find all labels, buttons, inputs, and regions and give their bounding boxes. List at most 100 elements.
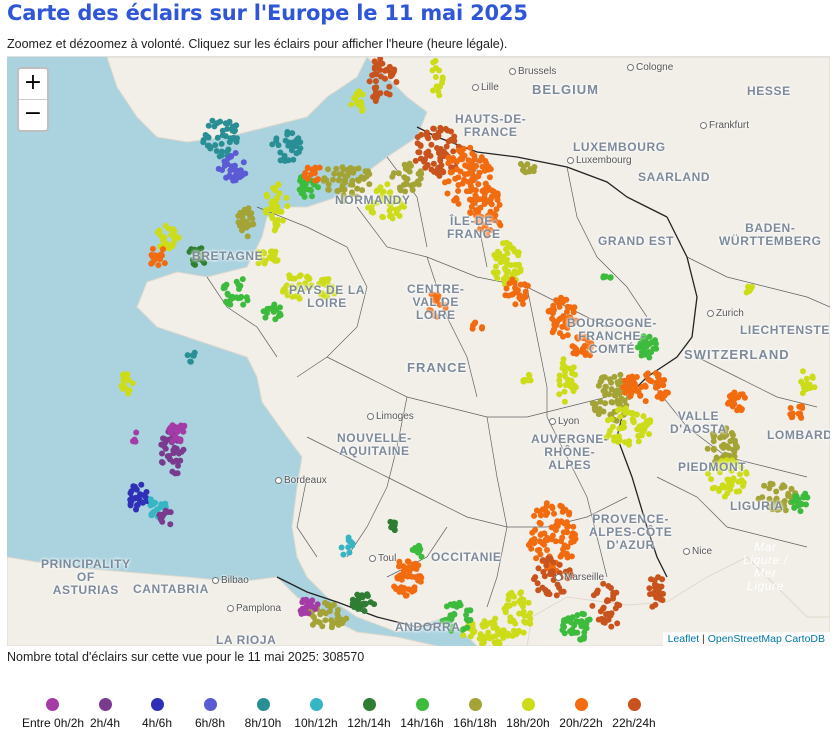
lightning-strike-dot[interactable] — [510, 245, 517, 252]
lightning-strike-dot[interactable] — [442, 305, 449, 312]
lightning-strike-dot[interactable] — [354, 193, 360, 200]
lightning-strike-dot[interactable] — [788, 485, 795, 492]
lightning-strike-dot[interactable] — [149, 245, 156, 252]
lightning-strike-dot[interactable] — [223, 159, 230, 166]
lightning-strike-dot[interactable] — [229, 127, 236, 134]
lightning-strike-dot[interactable] — [120, 376, 127, 383]
lightning-strike-dot[interactable] — [418, 553, 425, 560]
lightning-strike-dot[interactable] — [388, 524, 395, 531]
lightning-strike-dot[interactable] — [455, 200, 462, 207]
lightning-strike-dot[interactable] — [781, 483, 788, 490]
lightning-strike-dot[interactable] — [239, 276, 246, 283]
lightning-strike-dot[interactable] — [404, 573, 411, 580]
lightning-strike-dot[interactable] — [448, 128, 454, 135]
lightning-strike-dot[interactable] — [303, 186, 310, 193]
lightning-strike-dot[interactable] — [710, 445, 717, 452]
lightning-strike-dot[interactable] — [563, 296, 570, 303]
lightning-strike-dot[interactable] — [467, 633, 474, 640]
lightning-strike-dot[interactable] — [437, 127, 444, 134]
lightning-strike-dot[interactable] — [151, 256, 158, 263]
lightning-strike-dot[interactable] — [384, 181, 391, 188]
lightning-strike-dot[interactable] — [726, 452, 733, 459]
lightning-strike-dot[interactable] — [166, 455, 173, 462]
lightning-strike-dot[interactable] — [202, 132, 209, 138]
lightning-strike-dot[interactable] — [732, 441, 739, 448]
lightning-strike-dot[interactable] — [341, 177, 348, 184]
lightning-strike-dot[interactable] — [766, 485, 773, 492]
lightning-strike-dot[interactable] — [272, 187, 278, 194]
lightning-strike-dot[interactable] — [494, 248, 501, 255]
lightning-strike-dot[interactable] — [240, 159, 247, 166]
lightning-strike-dot[interactable] — [270, 255, 277, 262]
lightning-strike-dot[interactable] — [475, 173, 482, 180]
lightning-strike-dot[interactable] — [442, 125, 449, 132]
lightning-strike-dot[interactable] — [509, 632, 516, 639]
lightning-strike-dot[interactable] — [401, 585, 407, 592]
lightning-strike-dot[interactable] — [451, 610, 458, 617]
lightning-strike-dot[interactable] — [723, 432, 730, 439]
lightning-strike-dot[interactable] — [304, 175, 311, 182]
lightning-strike-dot[interactable] — [568, 619, 574, 626]
lightning-strike-dot[interactable] — [322, 617, 329, 624]
lightning-strike-dot[interactable] — [573, 618, 580, 625]
lightning-strike-dot[interactable] — [456, 599, 463, 606]
lightning-strike-dot[interactable] — [430, 87, 436, 94]
lightning-strike-dot[interactable] — [635, 432, 642, 439]
lightning-strike-dot[interactable] — [348, 101, 355, 108]
lightning-strike-dot[interactable] — [536, 519, 543, 526]
lightning-strike-dot[interactable] — [156, 511, 163, 518]
lightning-strike-dot[interactable] — [148, 260, 155, 267]
lightning-strike-dot[interactable] — [482, 222, 489, 229]
lightning-strike-dot[interactable] — [327, 287, 334, 294]
lightning-strike-dot[interactable] — [570, 523, 577, 530]
lightning-strike-dot[interactable] — [416, 149, 423, 156]
lightning-strike-dot[interactable] — [460, 145, 467, 152]
lightning-strike-dot[interactable] — [556, 377, 563, 384]
lightning-strike-dot[interactable] — [479, 640, 485, 646]
lightning-strike-dot[interactable] — [125, 377, 132, 383]
lightning-strike-dot[interactable] — [806, 381, 813, 388]
lightning-strike-dot[interactable] — [438, 162, 445, 169]
lightning-strike-dot[interactable] — [401, 203, 407, 210]
lightning-strike-dot[interactable] — [152, 499, 158, 506]
lightning-strike-dot[interactable] — [423, 131, 430, 138]
lightning-strike-dot[interactable] — [277, 312, 284, 319]
lightning-strike-dot[interactable] — [175, 435, 182, 442]
lightning-strike-dot[interactable] — [614, 601, 621, 608]
lightning-strike-dot[interactable] — [224, 148, 231, 154]
lightning-strike-dot[interactable] — [483, 622, 489, 629]
lightning-strike-dot[interactable] — [610, 589, 617, 596]
lightning-strike-dot[interactable] — [277, 149, 284, 156]
lightning-strike-dot[interactable] — [159, 450, 165, 457]
lightning-strike-dot[interactable] — [494, 197, 501, 203]
lightning-strike-dot[interactable] — [198, 245, 205, 252]
lightning-strike-dot[interactable] — [521, 168, 528, 175]
lightning-strike-dot[interactable] — [309, 597, 316, 604]
lightning-strike-dot[interactable] — [761, 482, 768, 489]
lightning-strike-dot[interactable] — [640, 333, 647, 340]
lightning-strike-dot[interactable] — [443, 603, 450, 610]
lightning-strike-dot[interactable] — [430, 160, 437, 167]
lightning-strike-dot[interactable] — [710, 438, 717, 445]
lightning-strike-dot[interactable] — [650, 345, 657, 352]
lightning-strike-dot[interactable] — [222, 133, 229, 140]
lightning-strike-dot[interactable] — [288, 147, 295, 154]
lightning-strike-dot[interactable] — [240, 301, 247, 308]
lightning-strike-dot[interactable] — [536, 546, 543, 553]
lightning-strike-dot[interactable] — [267, 248, 274, 255]
lightning-strike-dot[interactable] — [540, 557, 547, 564]
lightning-strike-dot[interactable] — [603, 273, 609, 280]
lightning-strike-dot[interactable] — [592, 407, 599, 414]
lightning-strike-dot[interactable] — [496, 201, 503, 208]
lightning-strike-dot[interactable] — [647, 417, 654, 424]
lightning-strike-dot[interactable] — [290, 139, 297, 146]
lightning-strike-dot[interactable] — [614, 620, 621, 627]
lightning-strike-dot[interactable] — [170, 233, 177, 240]
lightning-strike-dot[interactable] — [551, 510, 557, 517]
lightning-strike-dot[interactable] — [587, 344, 594, 351]
lightning-strike-dot[interactable] — [299, 599, 306, 606]
lightning-strike-dot[interactable] — [614, 379, 621, 386]
lightning-strike-dot[interactable] — [225, 291, 231, 298]
lightning-strike-dot[interactable] — [586, 616, 593, 623]
lightning-strike-dot[interactable] — [433, 83, 440, 90]
